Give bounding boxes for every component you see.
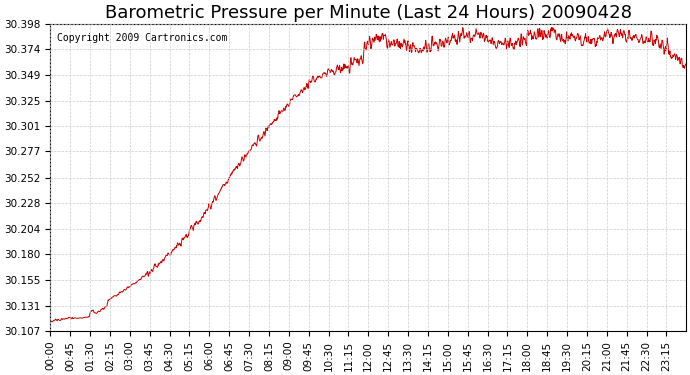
Text: Copyright 2009 Cartronics.com: Copyright 2009 Cartronics.com [57, 33, 227, 43]
Title: Barometric Pressure per Minute (Last 24 Hours) 20090428: Barometric Pressure per Minute (Last 24 … [105, 4, 631, 22]
